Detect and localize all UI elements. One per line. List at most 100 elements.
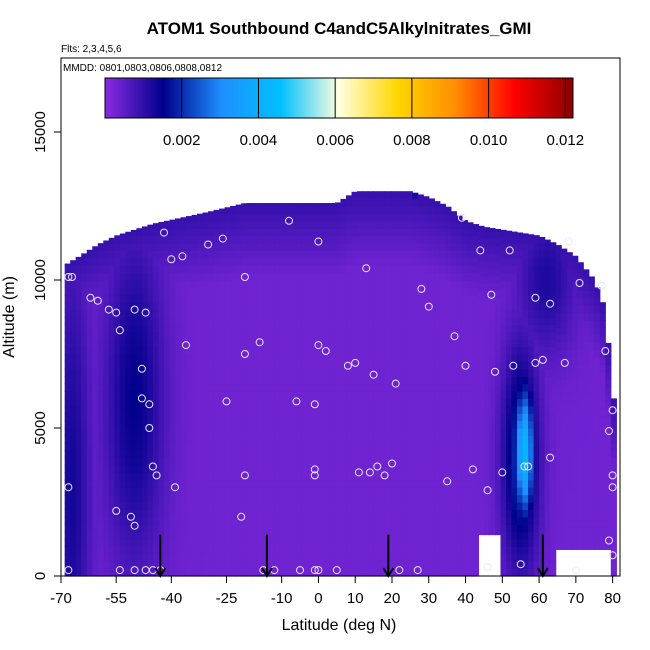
observation-point [516, 560, 525, 569]
observation-point [160, 228, 168, 237]
heatmap-cell [290, 339, 297, 348]
heatmap-cell [417, 420, 424, 429]
heatmap-cell [522, 368, 529, 377]
heatmap-cell [605, 356, 612, 365]
heatmap-cell [357, 250, 364, 259]
heatmap-cell [522, 487, 529, 496]
heatmap-cell [610, 487, 617, 496]
heatmap-cell [346, 324, 353, 333]
heatmap-cell [594, 527, 601, 536]
heatmap-cell [329, 287, 336, 296]
heatmap-cell [241, 354, 248, 362]
heatmap-cell [390, 368, 397, 377]
heatmap-cell [224, 472, 231, 481]
heatmap-cell [505, 531, 513, 540]
heatmap-cell [307, 442, 314, 451]
heatmap-cell [334, 494, 342, 503]
heatmap-cell [130, 383, 137, 392]
heatmap-cell [230, 206, 237, 214]
heatmap-cell [329, 539, 336, 547]
heatmap-cell [555, 253, 562, 262]
heatmap-cell [224, 280, 231, 288]
heatmap-cell [483, 519, 491, 528]
heatmap-cell [577, 319, 584, 328]
heatmap-cell [577, 408, 584, 417]
heatmap-cell [175, 561, 182, 570]
observation-point [64, 483, 73, 492]
heatmap-cell [175, 553, 182, 562]
heatmap-cell [108, 502, 115, 510]
heatmap-cell [285, 479, 292, 488]
heatmap-cell [428, 502, 435, 510]
heatmap-cell [577, 312, 584, 321]
heatmap-cell [152, 235, 160, 244]
heatmap-cell [224, 568, 231, 577]
heatmap-cell [108, 257, 115, 266]
heatmap-cell [340, 198, 347, 207]
heatmap-cell [252, 479, 259, 488]
heatmap-cell [163, 361, 171, 370]
heatmap-cell [202, 294, 209, 303]
heatmap-cell [252, 243, 259, 251]
heatmap-cell [125, 465, 132, 473]
heatmap-cell [81, 405, 88, 414]
heatmap-cell [583, 290, 590, 299]
heatmap-cell [566, 416, 573, 425]
heatmap-cell [561, 248, 568, 254]
heatmap-cell [169, 272, 176, 281]
heatmap-cell [64, 324, 71, 333]
heatmap-cell [285, 553, 292, 562]
heatmap-cell [147, 546, 154, 555]
heatmap-cell [340, 346, 347, 355]
heatmap-cell [489, 275, 496, 284]
heatmap-cell [511, 235, 518, 244]
heatmap-cell [114, 502, 121, 510]
heatmap-cell [163, 309, 171, 318]
heatmap-cell [456, 324, 463, 333]
heatmap-cell [180, 524, 187, 533]
heatmap-cell [511, 231, 518, 237]
heatmap-cell [439, 346, 446, 355]
heatmap-cell [450, 428, 457, 436]
heatmap-cell [290, 243, 297, 251]
heatmap-cell [81, 413, 88, 422]
heatmap-cell [147, 228, 154, 237]
heatmap-cell [86, 317, 93, 325]
heatmap-cell [257, 391, 264, 399]
heatmap-cell [445, 206, 452, 214]
heatmap-cell [152, 509, 160, 518]
heatmap-cell [412, 531, 419, 540]
heatmap-cell [384, 324, 391, 333]
heatmap-cell [395, 324, 402, 333]
heatmap-cell [125, 383, 132, 392]
heatmap-cell [108, 265, 115, 274]
heatmap-cell [125, 250, 132, 259]
heatmap-cell [274, 509, 281, 518]
heatmap-cell [522, 531, 529, 540]
heatmap-cell [97, 405, 104, 414]
heatmap-cell [566, 297, 573, 306]
heatmap-cell [191, 331, 198, 340]
heatmap-cell [290, 220, 297, 229]
heatmap-cell [340, 206, 347, 214]
heatmap-cell [379, 346, 386, 355]
heatmap-cell [307, 516, 314, 525]
heatmap-cell [417, 376, 424, 385]
heatmap-cell [373, 324, 380, 333]
heatmap-cell [208, 361, 215, 370]
heatmap-cell [362, 317, 369, 325]
heatmap-cell [301, 228, 308, 237]
heatmap-cell [70, 339, 77, 348]
heatmap-cell [561, 534, 568, 543]
heatmap-cell [285, 339, 292, 348]
heatmap-cell [351, 539, 358, 547]
heatmap-cell [103, 465, 110, 473]
heatmap-cell [362, 546, 369, 555]
heatmap-cell [373, 435, 380, 444]
heatmap-cell [329, 250, 336, 259]
heatmap-cell [533, 398, 540, 407]
heatmap-cell [70, 539, 77, 547]
heatmap-cell [180, 217, 187, 222]
heatmap-cell [64, 487, 71, 496]
heatmap-cell [268, 516, 275, 525]
